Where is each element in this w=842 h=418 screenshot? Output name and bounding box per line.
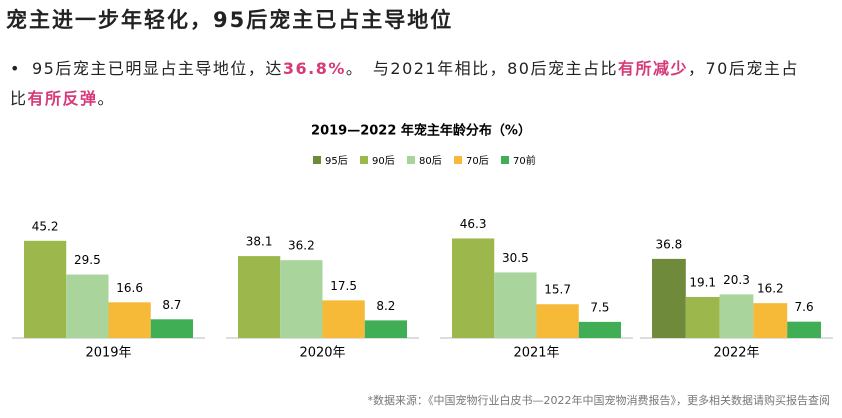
legend-swatch <box>360 156 368 164</box>
data-label: 45.2 <box>32 219 59 233</box>
data-label: 29.5 <box>74 253 101 267</box>
legend-label: 80后 <box>419 155 442 167</box>
data-label: 8.7 <box>162 298 181 312</box>
data-label: 7.5 <box>590 300 609 314</box>
bar <box>452 238 495 338</box>
data-label: 30.5 <box>502 251 529 265</box>
bar <box>66 274 109 338</box>
bar <box>150 319 193 338</box>
text: 95后宠主已明显占主导地位，达 <box>32 59 283 78</box>
data-label: 15.7 <box>544 283 571 297</box>
data-label: 8.2 <box>376 299 395 313</box>
highlight: 有所反弹 <box>27 89 98 108</box>
x-tick-label: 2021年 <box>513 346 559 361</box>
bar <box>753 303 788 338</box>
text: ，70后宠主占比 <box>10 59 799 108</box>
bullet: • 95后宠主已明显占主导地位，达36.8%。 与2021年相比，80后宠主占比有… <box>10 54 810 114</box>
data-label: 17.5 <box>330 279 357 293</box>
data-label: 36.2 <box>288 239 315 253</box>
x-tick-label: 2020年 <box>299 346 345 361</box>
bar <box>536 304 579 338</box>
bar <box>238 256 281 338</box>
data-label: 19.1 <box>689 275 716 289</box>
legend-label: 70前 <box>513 154 536 167</box>
data-label: 38.1 <box>246 235 273 249</box>
highlight: 36.8% <box>282 59 346 78</box>
bar <box>108 302 151 338</box>
source-note: *数据来源：《中国宠物行业白皮书—2022年中国宠物消费报告》，更多相关数据请购… <box>367 394 831 407</box>
bar <box>652 258 686 338</box>
data-label: 16.2 <box>757 282 784 296</box>
slide-title: 宠主进一步年轻化，95后宠主已占主导地位 <box>6 8 454 32</box>
bar <box>24 240 67 338</box>
bar <box>719 294 754 338</box>
legend-label: 90后 <box>372 155 395 167</box>
bar <box>578 321 621 338</box>
data-label: 36.8 <box>656 237 683 251</box>
bar <box>364 320 407 338</box>
legend-label: 70后 <box>466 155 489 167</box>
legend-swatch <box>501 156 509 164</box>
highlight: 有所减少 <box>617 59 688 78</box>
bar <box>787 321 821 338</box>
legend-swatch <box>454 156 462 164</box>
x-tick-label: 2022年 <box>713 346 759 361</box>
legend-swatch <box>407 156 415 164</box>
text: 。 与2021年相比，80后宠主占比 <box>345 59 618 78</box>
x-tick-label: 2019年 <box>85 346 131 361</box>
legend-swatch <box>313 156 321 164</box>
data-label: 20.3 <box>723 273 750 287</box>
data-label: 46.3 <box>460 217 487 231</box>
legend-label: 95后 <box>325 155 348 167</box>
bar <box>280 260 323 338</box>
bar <box>685 296 720 338</box>
bullet-dot: • <box>10 59 21 78</box>
bar <box>494 272 537 338</box>
text: 。 <box>97 89 116 108</box>
bar <box>322 300 365 338</box>
data-label: 16.6 <box>116 281 143 295</box>
chart-title: 2019—2022 年宠主年龄分布（%） <box>311 123 531 139</box>
data-label: 7.6 <box>795 300 814 314</box>
